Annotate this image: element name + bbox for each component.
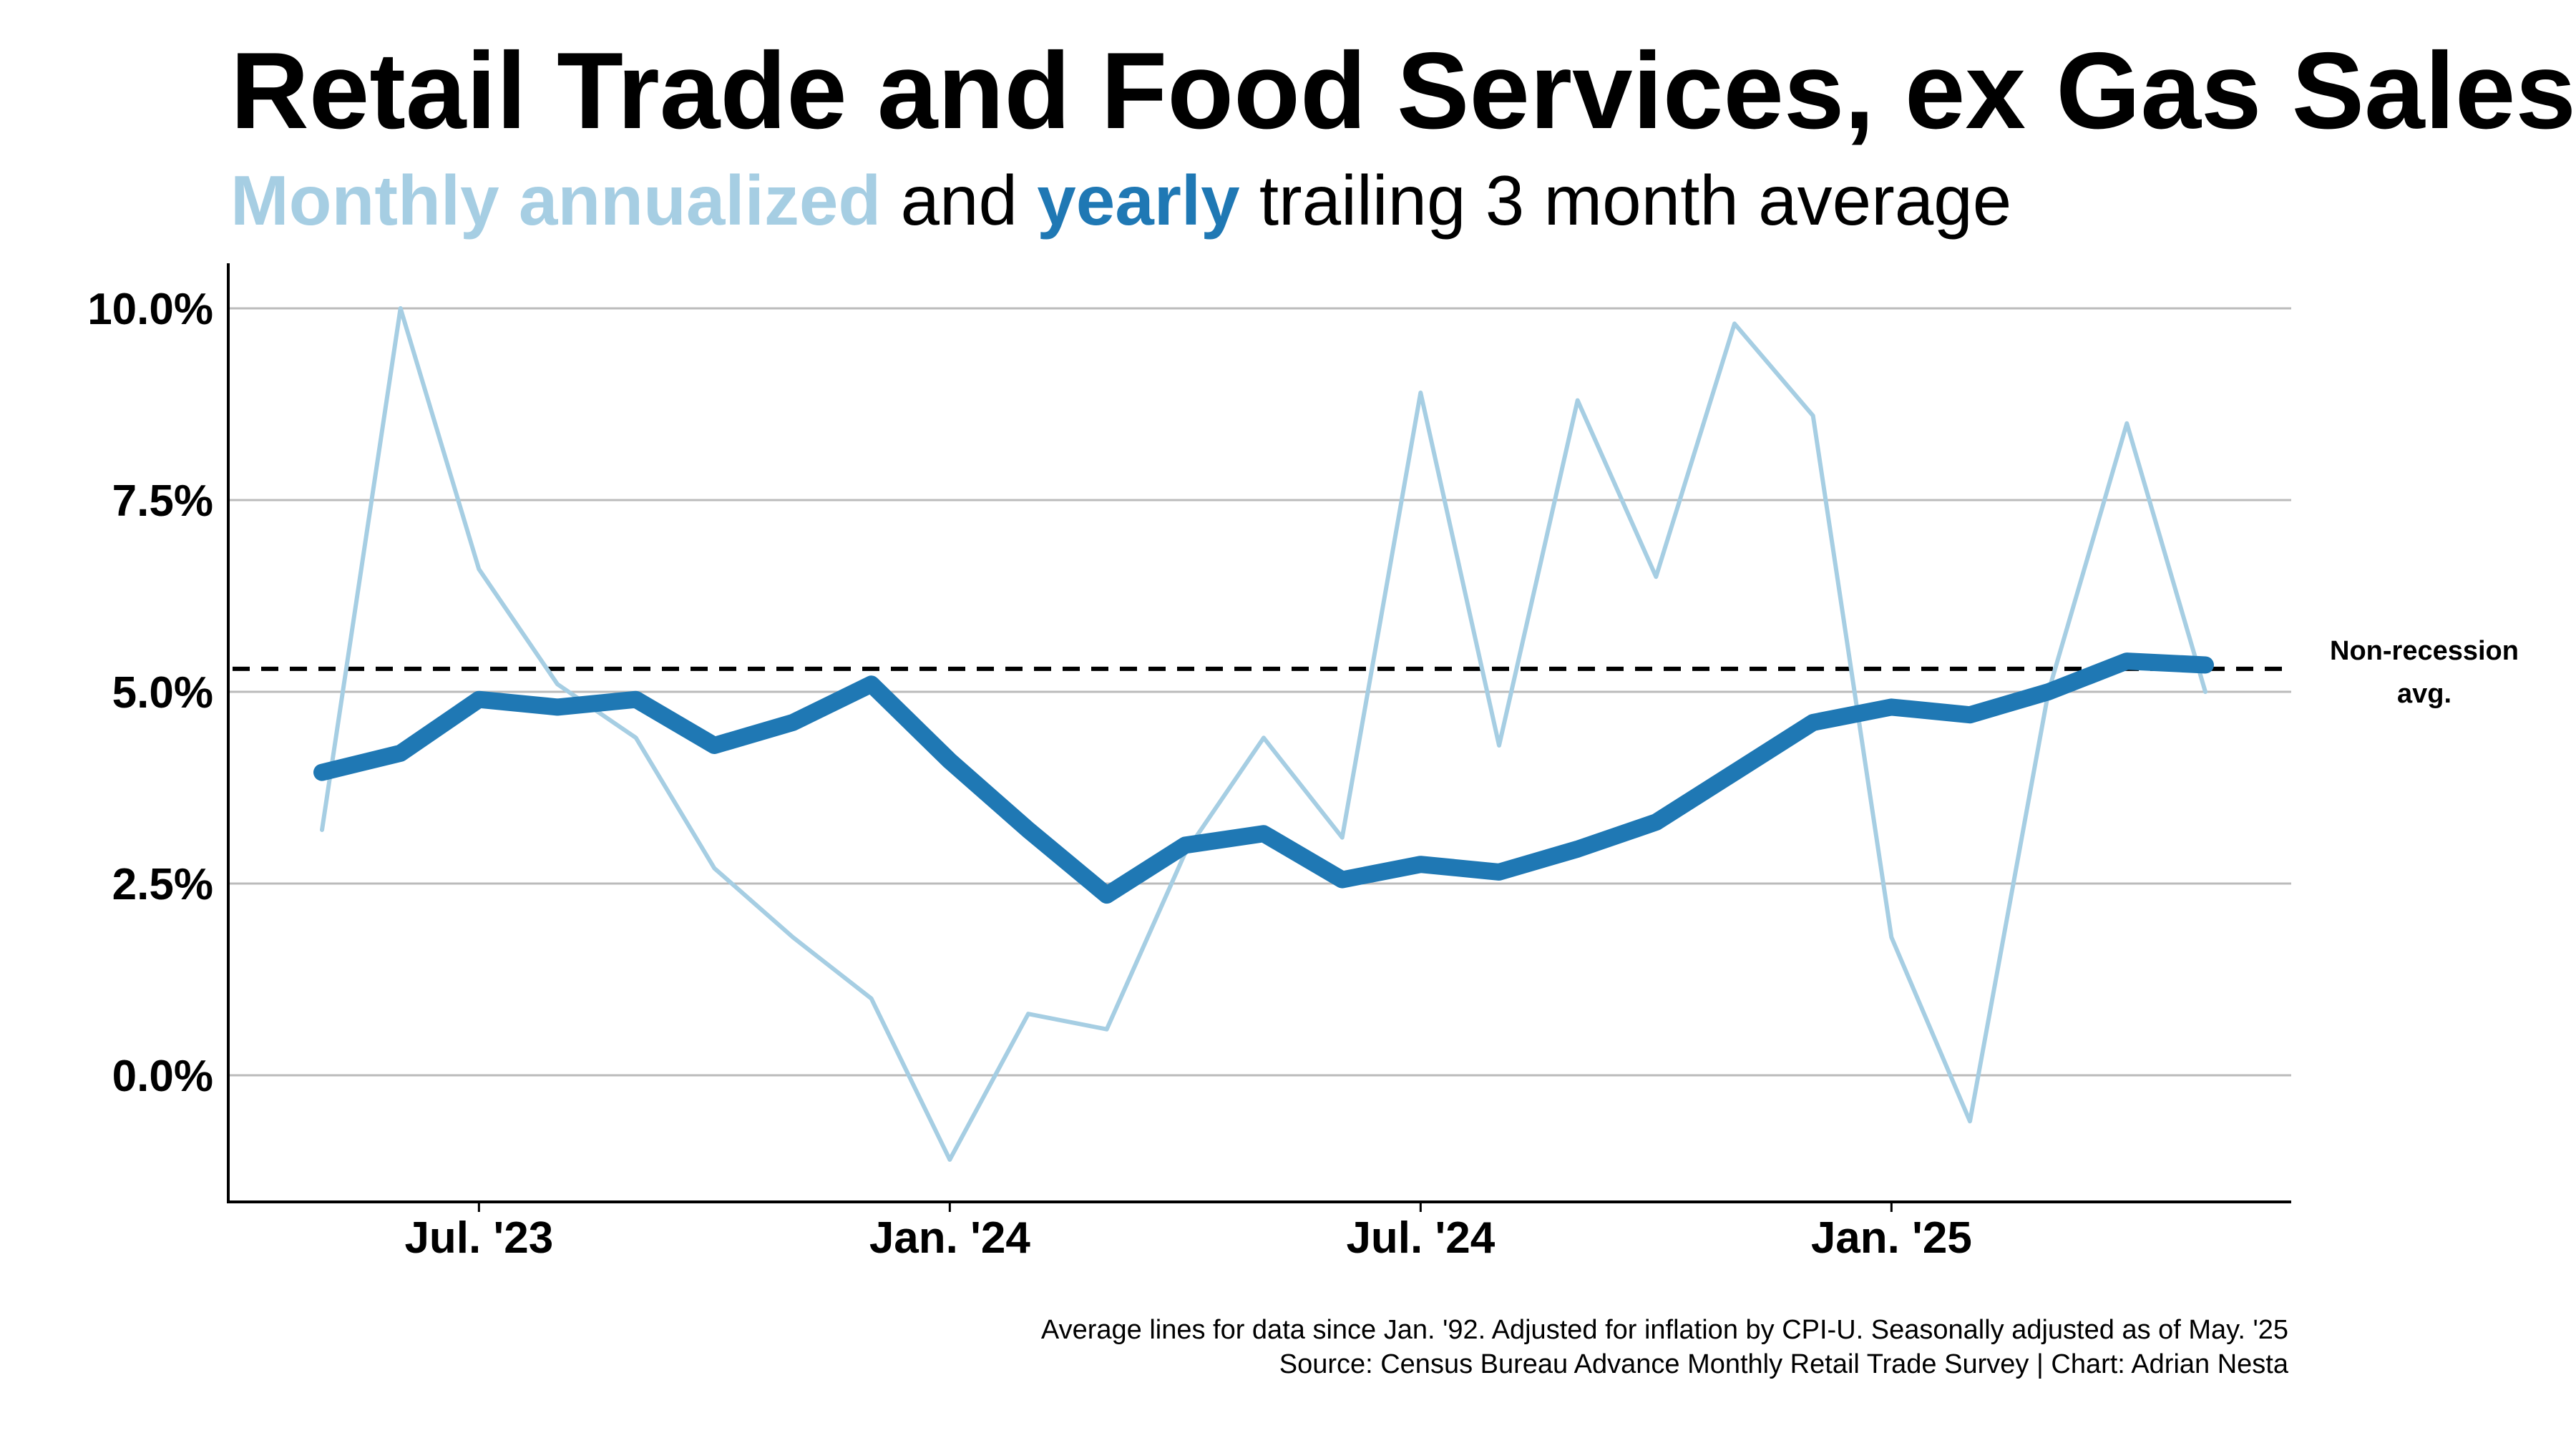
y-tick-label-0: 0.0%	[112, 1052, 213, 1101]
x-tick-label-1: Jan. '24	[869, 1213, 1031, 1263]
gridlines	[230, 307, 2291, 1077]
reference-label-line2: avg.	[2397, 679, 2451, 709]
subtitle-yearly-label: yearly	[1037, 161, 1240, 240]
tick-labels: 0.0% 2.5% 5.0% 7.5% 10.0% Jul. '23 Jan. '24 Jul…	[87, 285, 1972, 1263]
subtitle-and-text: and	[881, 161, 1038, 240]
x-tick-label-0: Jul. '23	[404, 1213, 553, 1263]
axes	[227, 263, 2291, 1203]
series-group	[313, 306, 2214, 1162]
footnote-source: Source: Census Bureau Advance Monthly Re…	[1279, 1349, 2288, 1379]
y-tick-label-3: 7.5%	[112, 476, 213, 526]
footnote-methodology: Average lines for data since Jan. '92. A…	[1040, 1315, 2288, 1345]
series-line-yearly	[313, 652, 2214, 904]
x-tick-label-2: Jul. '24	[1346, 1213, 1495, 1263]
subtitle-monthly-label: Monthly annualized	[230, 161, 882, 240]
y-tick-label-2: 5.0%	[112, 668, 213, 718]
reference-line-group: Non-recession avg.	[233, 636, 2519, 709]
subtitle-rest-text: trailing 3 month average	[1239, 161, 2012, 240]
chart-subtitle: Monthly annualized and yearly trailing 3…	[230, 160, 2011, 241]
reference-label-line1: Non-recession	[2330, 636, 2519, 666]
chart-title: Retail Trade and Food Services, ex Gas S…	[230, 30, 2576, 152]
y-tick-label-4: 10.0%	[87, 285, 213, 334]
series-line-monthly-annualized	[320, 306, 2207, 1162]
y-tick-label-1: 2.5%	[112, 860, 213, 909]
x-tick-label-3: Jan. '25	[1811, 1213, 1972, 1263]
